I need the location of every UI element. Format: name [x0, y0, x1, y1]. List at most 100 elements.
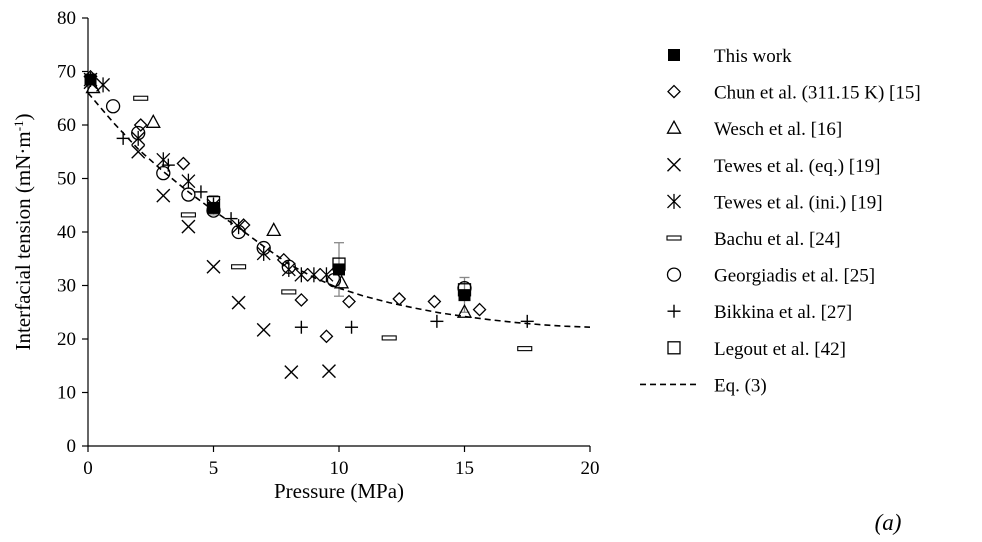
legend-label: Bikkina et al. [27]: [714, 302, 852, 323]
point-plus: [224, 212, 238, 226]
legend-item: Wesch et al. [16]: [666, 119, 842, 140]
point-asterisk: [319, 267, 334, 283]
point-x: [231, 295, 246, 310]
point-asterisk: [83, 72, 98, 88]
point-x: [321, 364, 336, 379]
plot-area: 0 5 10 15 20 0 10 20 30 40 50 60 70 80: [57, 8, 600, 479]
legend-swatch-x: [667, 157, 681, 172]
point-triangle: [333, 274, 350, 289]
point-diamond: [176, 156, 191, 171]
point-asterisk: [281, 261, 296, 277]
error-bars: [208, 194, 470, 313]
point-circle: [231, 224, 246, 240]
legend-label: Eq. (3): [714, 375, 767, 396]
point-triangle: [456, 303, 473, 318]
legend-label: Chun et al. (311.15 K) [15]: [714, 83, 921, 104]
x-tick-label: 5: [209, 458, 219, 479]
point-dash: [381, 335, 397, 341]
point-x: [284, 365, 299, 380]
point-x: [156, 188, 171, 203]
y-tick-label: 80: [57, 8, 76, 29]
x-ticks: 0 5 10 15 20: [83, 446, 600, 479]
legend-item: This work: [668, 46, 792, 67]
y-tick-label: 50: [57, 169, 76, 190]
point-circle: [156, 165, 171, 181]
point-dash: [517, 346, 533, 352]
point-plus: [294, 320, 308, 334]
y-tick-label: 40: [57, 222, 76, 243]
legend-label: Bachu et al. [24]: [714, 229, 841, 250]
legend-item: Bachu et al. [24]: [666, 229, 841, 250]
point-x: [181, 219, 196, 234]
point-asterisk: [256, 245, 271, 261]
legend-label: This work: [714, 46, 792, 67]
point-diamond: [392, 291, 407, 306]
legend-label: Legout et al. [42]: [714, 339, 846, 360]
legend-item: Legout et al. [42]: [667, 339, 846, 360]
legend-label: Tewes et al. (eq.) [19]: [714, 156, 880, 177]
point-asterisk: [131, 130, 146, 146]
y-axis-title-tail: ): [11, 113, 35, 120]
y-tick-label: 20: [57, 329, 76, 350]
legend-label: Georgiadis et al. [25]: [714, 266, 875, 287]
markers: [83, 69, 534, 380]
point-circle: [105, 99, 121, 114]
legend-item: Tewes et al. (ini.) [19]: [667, 192, 883, 213]
legend-swatch-open-square: [667, 341, 681, 355]
point-dash: [133, 95, 149, 101]
legend-item: Eq. (3): [640, 375, 767, 396]
panel-label: (a): [875, 510, 902, 535]
point-x: [206, 259, 221, 274]
y-tick-label: 10: [57, 383, 76, 404]
point-triangle: [266, 222, 282, 237]
legend: This work Chun et al. (311.15 K) [15] Wesc…: [640, 46, 921, 396]
point-plus: [194, 185, 208, 199]
legend-label: Tewes et al. (ini.) [19]: [714, 192, 883, 213]
y-ticks: 0 10 20 30 40 50 60 70 80: [57, 8, 88, 457]
point-plus: [116, 131, 130, 145]
point-x: [256, 322, 271, 337]
point-asterisk: [206, 197, 221, 213]
point-asterisk: [294, 267, 309, 283]
point-circle: [181, 187, 196, 202]
x-tick-label: 20: [581, 458, 600, 479]
legend-swatch-dash: [666, 235, 682, 241]
point-dash: [281, 289, 297, 295]
point-circle: [131, 125, 146, 141]
point-circle: [326, 272, 342, 288]
legend-item: Chun et al. (311.15 K) [15]: [667, 83, 921, 104]
point-triangle: [85, 79, 101, 94]
point-diamond: [294, 293, 309, 307]
point-open-square: [206, 195, 221, 210]
legend-label: Wesch et al. [16]: [714, 119, 842, 140]
legend-swatch-filled-square: [668, 49, 680, 61]
point-circle: [281, 259, 296, 274]
x-tick-label: 15: [455, 458, 474, 479]
legend-item: Georgiadis et al. [25]: [666, 266, 875, 287]
point-diamond: [342, 294, 356, 309]
point-dash: [231, 264, 247, 270]
point-plus: [345, 320, 359, 334]
point-diamond: [427, 294, 442, 309]
legend-swatch-asterisk: [667, 193, 681, 209]
point-open-square: [332, 257, 346, 271]
point-diamond: [133, 118, 148, 132]
y-tick-label: 70: [57, 62, 76, 83]
x-axis-title: Pressure (MPa): [274, 479, 404, 503]
point-diamond: [472, 302, 487, 317]
legend-swatch-plus: [667, 304, 681, 318]
point-circle: [206, 203, 221, 218]
point-plus: [161, 158, 175, 172]
y-axis-title-sup: -1: [11, 120, 26, 131]
legend-item: Tewes et al. (eq.) [19]: [667, 156, 880, 177]
legend-swatch-circle: [666, 267, 682, 282]
point-asterisk: [306, 267, 321, 283]
point-asterisk: [96, 77, 111, 93]
point-dash: [180, 212, 196, 218]
y-axis-title: Interfacial tension (mN·m-1): [11, 113, 35, 350]
point-diamond: [319, 329, 334, 344]
y-tick-label: 60: [57, 115, 76, 136]
point-plus: [430, 314, 444, 328]
legend-item: Bikkina et al. [27]: [667, 302, 852, 323]
